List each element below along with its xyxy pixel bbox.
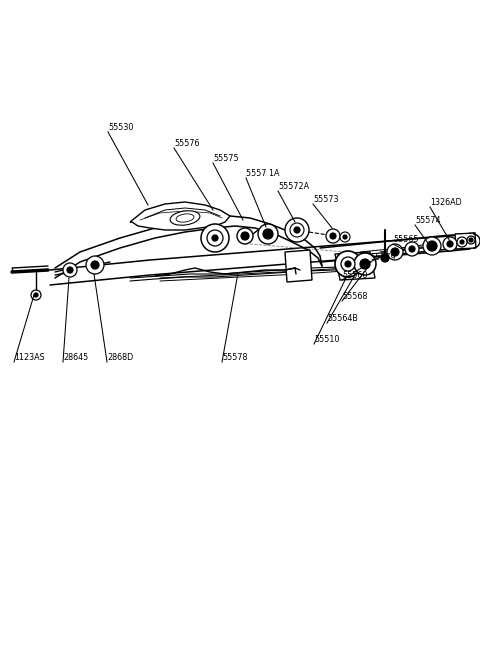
Text: 55576: 55576 (174, 139, 200, 148)
Text: 55530: 55530 (108, 123, 133, 132)
Circle shape (335, 251, 361, 277)
Circle shape (294, 227, 300, 233)
Circle shape (460, 240, 464, 244)
Circle shape (258, 224, 278, 244)
Circle shape (405, 242, 419, 256)
Circle shape (237, 228, 253, 244)
Ellipse shape (176, 214, 194, 222)
Circle shape (290, 223, 304, 237)
Circle shape (427, 241, 437, 251)
Circle shape (447, 241, 453, 247)
Text: 1326AD: 1326AD (430, 198, 462, 207)
Text: 55510: 55510 (314, 335, 339, 344)
Circle shape (212, 235, 218, 241)
Text: 1123AS: 1123AS (14, 353, 45, 362)
Text: 55578: 55578 (222, 353, 248, 362)
Text: 28645: 28645 (63, 353, 88, 362)
Circle shape (341, 257, 355, 271)
Circle shape (443, 237, 457, 251)
Circle shape (381, 254, 389, 262)
Circle shape (457, 237, 467, 247)
Ellipse shape (170, 211, 200, 225)
Circle shape (241, 232, 249, 240)
Polygon shape (50, 234, 470, 285)
Circle shape (354, 253, 376, 275)
Text: 55564B: 55564B (327, 314, 358, 323)
Circle shape (263, 229, 273, 239)
Circle shape (207, 230, 223, 246)
Circle shape (63, 263, 77, 277)
Circle shape (360, 259, 370, 269)
Circle shape (345, 261, 351, 267)
Circle shape (285, 218, 309, 242)
Circle shape (469, 238, 473, 242)
Polygon shape (130, 202, 230, 230)
Text: 55574: 55574 (415, 216, 441, 225)
Circle shape (34, 293, 38, 297)
Circle shape (423, 237, 441, 255)
Text: 2868D: 2868D (107, 353, 133, 362)
Polygon shape (285, 250, 312, 282)
Circle shape (201, 224, 229, 252)
Circle shape (67, 267, 73, 273)
Text: 55575: 55575 (213, 154, 239, 163)
Text: 55568: 55568 (342, 292, 367, 301)
Circle shape (86, 256, 104, 274)
Circle shape (340, 232, 350, 242)
Text: 55579: 55579 (370, 253, 396, 262)
Text: 55572A: 55572A (278, 182, 309, 191)
Circle shape (409, 246, 415, 252)
Circle shape (330, 233, 336, 239)
Circle shape (387, 244, 403, 260)
Circle shape (31, 290, 41, 300)
Polygon shape (455, 233, 476, 249)
Circle shape (343, 235, 347, 239)
Circle shape (391, 248, 399, 256)
Circle shape (467, 236, 475, 244)
Circle shape (326, 229, 340, 243)
Text: 55560: 55560 (342, 271, 367, 280)
Circle shape (91, 261, 99, 269)
Text: 55565: 55565 (393, 235, 419, 244)
Polygon shape (335, 252, 375, 280)
Text: 5557 1A: 5557 1A (246, 169, 279, 178)
Text: 55573: 55573 (313, 195, 338, 204)
